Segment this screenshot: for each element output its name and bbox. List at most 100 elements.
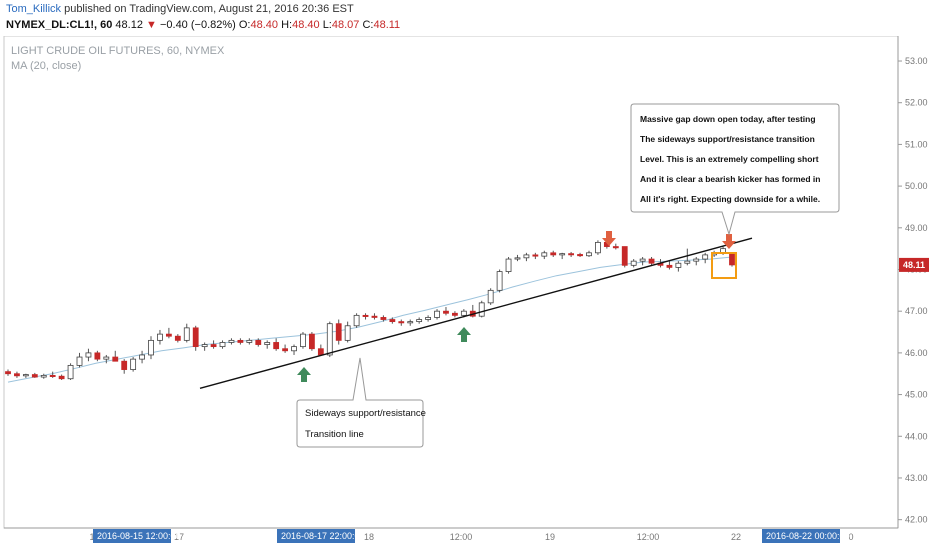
x-tick-label: 17 — [174, 532, 184, 542]
callout-text: And it is clear a bearish kicker has for… — [640, 174, 820, 184]
candle — [94, 352, 101, 360]
candle — [514, 257, 521, 260]
x-tick-label: 19 — [545, 532, 555, 542]
candle — [282, 348, 288, 352]
down-triangle-icon: ▼ — [146, 19, 157, 31]
candle — [40, 374, 47, 378]
candle — [693, 258, 700, 262]
date-highlight — [762, 529, 840, 543]
candle — [246, 339, 253, 343]
high-value: 48.40 — [292, 19, 320, 31]
y-tick-label: 49.00 — [905, 223, 928, 233]
low-value: 48.07 — [331, 19, 360, 31]
indicator-label: MA (20, close) — [11, 60, 82, 72]
candle — [621, 246, 628, 266]
candle — [541, 252, 548, 257]
candle — [5, 371, 11, 375]
callout-text: All it's right. Expecting downside for a… — [640, 194, 820, 204]
close-value: 48.11 — [373, 19, 401, 31]
candle — [380, 317, 387, 320]
candle — [157, 333, 163, 341]
candle — [577, 254, 583, 257]
candle — [425, 317, 431, 320]
candle — [67, 364, 74, 380]
candle — [398, 321, 405, 324]
candle — [165, 333, 172, 337]
candle — [523, 254, 530, 259]
candle — [559, 253, 566, 256]
down-arrow-icon — [602, 231, 616, 246]
candle — [460, 310, 467, 316]
support-line — [199, 237, 753, 389]
candle — [103, 356, 110, 360]
date-highlight-label: 2016-08-17 22:00:00 — [281, 531, 365, 541]
candle — [148, 339, 154, 356]
candle — [666, 264, 673, 268]
candle — [201, 344, 208, 348]
y-tick-label: 47.00 — [905, 306, 928, 316]
candle — [550, 252, 557, 256]
candle — [702, 254, 709, 260]
y-tick-label: 42.00 — [905, 515, 928, 525]
callout-box — [630, 103, 840, 236]
x-tick-label: 12:00 — [450, 532, 473, 542]
candle — [291, 346, 297, 352]
y-tick-label: 46.00 — [905, 348, 928, 358]
close-label: C: — [362, 19, 374, 31]
published-text: published on TradingView.com, August 21,… — [64, 3, 354, 15]
candle — [416, 319, 423, 323]
candle — [729, 252, 735, 266]
candle — [407, 321, 414, 324]
candle — [648, 258, 655, 264]
candle — [228, 339, 235, 343]
candle — [174, 335, 181, 341]
candle — [49, 374, 56, 377]
candle — [255, 339, 262, 345]
date-highlight-label: 2016-08-15 12:00:00 — [97, 531, 181, 541]
candle — [487, 289, 494, 304]
y-tick-label: 44.00 — [905, 431, 928, 441]
y-tick-label: 43.00 — [905, 473, 928, 483]
candle — [595, 241, 601, 254]
candle — [130, 358, 137, 370]
candle — [568, 253, 575, 256]
candle — [496, 271, 503, 291]
candle — [362, 314, 369, 317]
y-tick-label: 50.00 — [905, 181, 928, 191]
candle — [192, 327, 199, 348]
kicker-box — [711, 252, 737, 279]
candle — [112, 356, 119, 362]
candle — [434, 310, 440, 318]
candle — [121, 360, 128, 370]
candle — [139, 354, 145, 360]
price-chart[interactable]: Sideways support/resistance Transition li… — [0, 36, 932, 550]
callout-text: Sideways support/resistance — [305, 408, 426, 419]
callout-box — [296, 357, 424, 448]
candle — [183, 327, 190, 341]
y-tick-label: 53.00 — [905, 56, 928, 66]
candle — [630, 260, 637, 266]
candle — [478, 302, 485, 317]
ma-line — [7, 256, 733, 383]
callout-text: The sideways support/resistance transiti… — [640, 134, 815, 144]
low-label: L: — [322, 19, 332, 31]
x-tick-label: 1 — [89, 532, 94, 542]
candle — [586, 252, 592, 257]
ohlc-line: NYMEX_DL:CL1!, 60 48.12 ▼ −0.40 (−0.82%)… — [6, 19, 400, 31]
symbol-label: NYMEX_DL:CL1!, 60 — [6, 19, 113, 31]
callout-text: Transition line — [305, 429, 364, 440]
y-tick-label: 52.00 — [905, 98, 928, 108]
candle — [85, 352, 92, 358]
candle — [31, 374, 38, 378]
candle — [639, 258, 646, 262]
callout-text: Level. This is an extremely compelling s… — [640, 154, 819, 164]
publish-line: Tom_Killick published on TradingView.com… — [6, 3, 354, 15]
x-tick-label: 18 — [364, 532, 374, 542]
date-highlight — [93, 529, 171, 543]
last-price-badge — [899, 257, 929, 272]
x-tick-label: 0 — [848, 532, 853, 542]
author-link[interactable]: Tom_Killick — [6, 3, 62, 15]
candle — [58, 375, 65, 380]
open-label: O: — [238, 19, 251, 31]
candle — [76, 356, 83, 366]
